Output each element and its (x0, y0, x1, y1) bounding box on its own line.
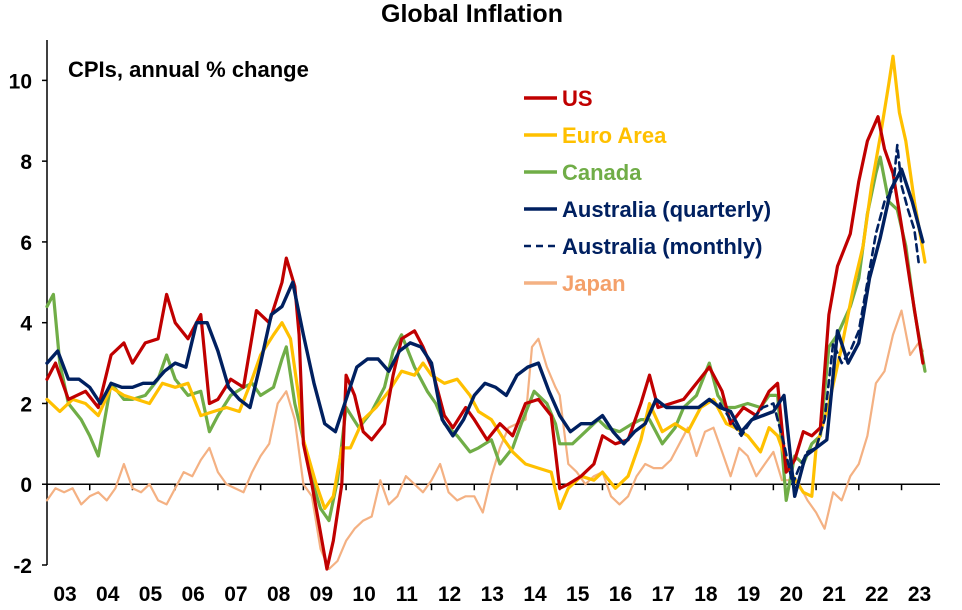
x-axis: 03 04 05 06 07 08 09 10 11 12 13 14 15 16 17 18 19 20 21 22… (46, 483, 940, 606)
x-tick-label: 12 (438, 583, 461, 606)
legend-label: Japan (562, 271, 626, 296)
x-tick-label: 09 (310, 583, 333, 606)
x-tick-label: 17 (652, 583, 675, 606)
legend-label: Australia (monthly) (562, 234, 762, 259)
x-tick-label: 13 (481, 583, 504, 606)
x-tick-label: 06 (182, 583, 205, 606)
legend-label: US (562, 86, 593, 111)
series-line-euro-area (45, 54, 927, 511)
y-axis: -2 0 2 4 6 8 10 (9, 40, 48, 578)
x-tick-label: 18 (694, 583, 718, 606)
x-tick-label: 19 (737, 583, 760, 606)
x-tick-label: 10 (352, 583, 375, 606)
legend: US Euro Area Canada Australia (quarterly) Au… (524, 86, 771, 296)
series-line-us (45, 115, 925, 571)
x-tick-label: 07 (224, 583, 247, 606)
legend-label: Euro Area (562, 123, 667, 148)
legend-label: Australia (quarterly) (562, 197, 771, 222)
x-tick-label: 14 (523, 583, 547, 606)
x-tick-label: 11 (396, 583, 419, 606)
y-tick-label: 2 (20, 393, 32, 416)
y-tick-label: 8 (20, 151, 32, 174)
y-tick-label: 4 (20, 313, 32, 336)
x-tick-label: 20 (780, 583, 803, 606)
x-tick-label: 05 (139, 583, 163, 606)
y-tick-label: 0 (20, 474, 32, 497)
series-layer (45, 54, 927, 571)
chart-subtitle: CPIs, annual % change (68, 57, 309, 82)
x-tick-label: 22 (865, 583, 888, 606)
y-tick-label: 10 (9, 70, 32, 93)
series-line-canada (45, 155, 927, 523)
chart-title: Global Inflation (381, 0, 563, 28)
x-tick-label: 08 (267, 583, 291, 606)
x-tick-label: 21 (822, 583, 846, 606)
x-tick-label: 15 (566, 583, 590, 606)
x-tick-label: 04 (96, 583, 120, 606)
y-tick-label: 6 (20, 232, 32, 255)
y-tick-label: -2 (13, 555, 32, 578)
legend-label: Canada (562, 160, 642, 185)
x-tick-label: 16 (609, 583, 632, 606)
x-tick-label: 03 (53, 583, 76, 606)
series-line-australia-quarterly (45, 167, 925, 498)
series-line-australia-monthly (718, 143, 920, 486)
x-tick-label: 23 (908, 583, 931, 606)
series-line-japan (45, 309, 924, 571)
